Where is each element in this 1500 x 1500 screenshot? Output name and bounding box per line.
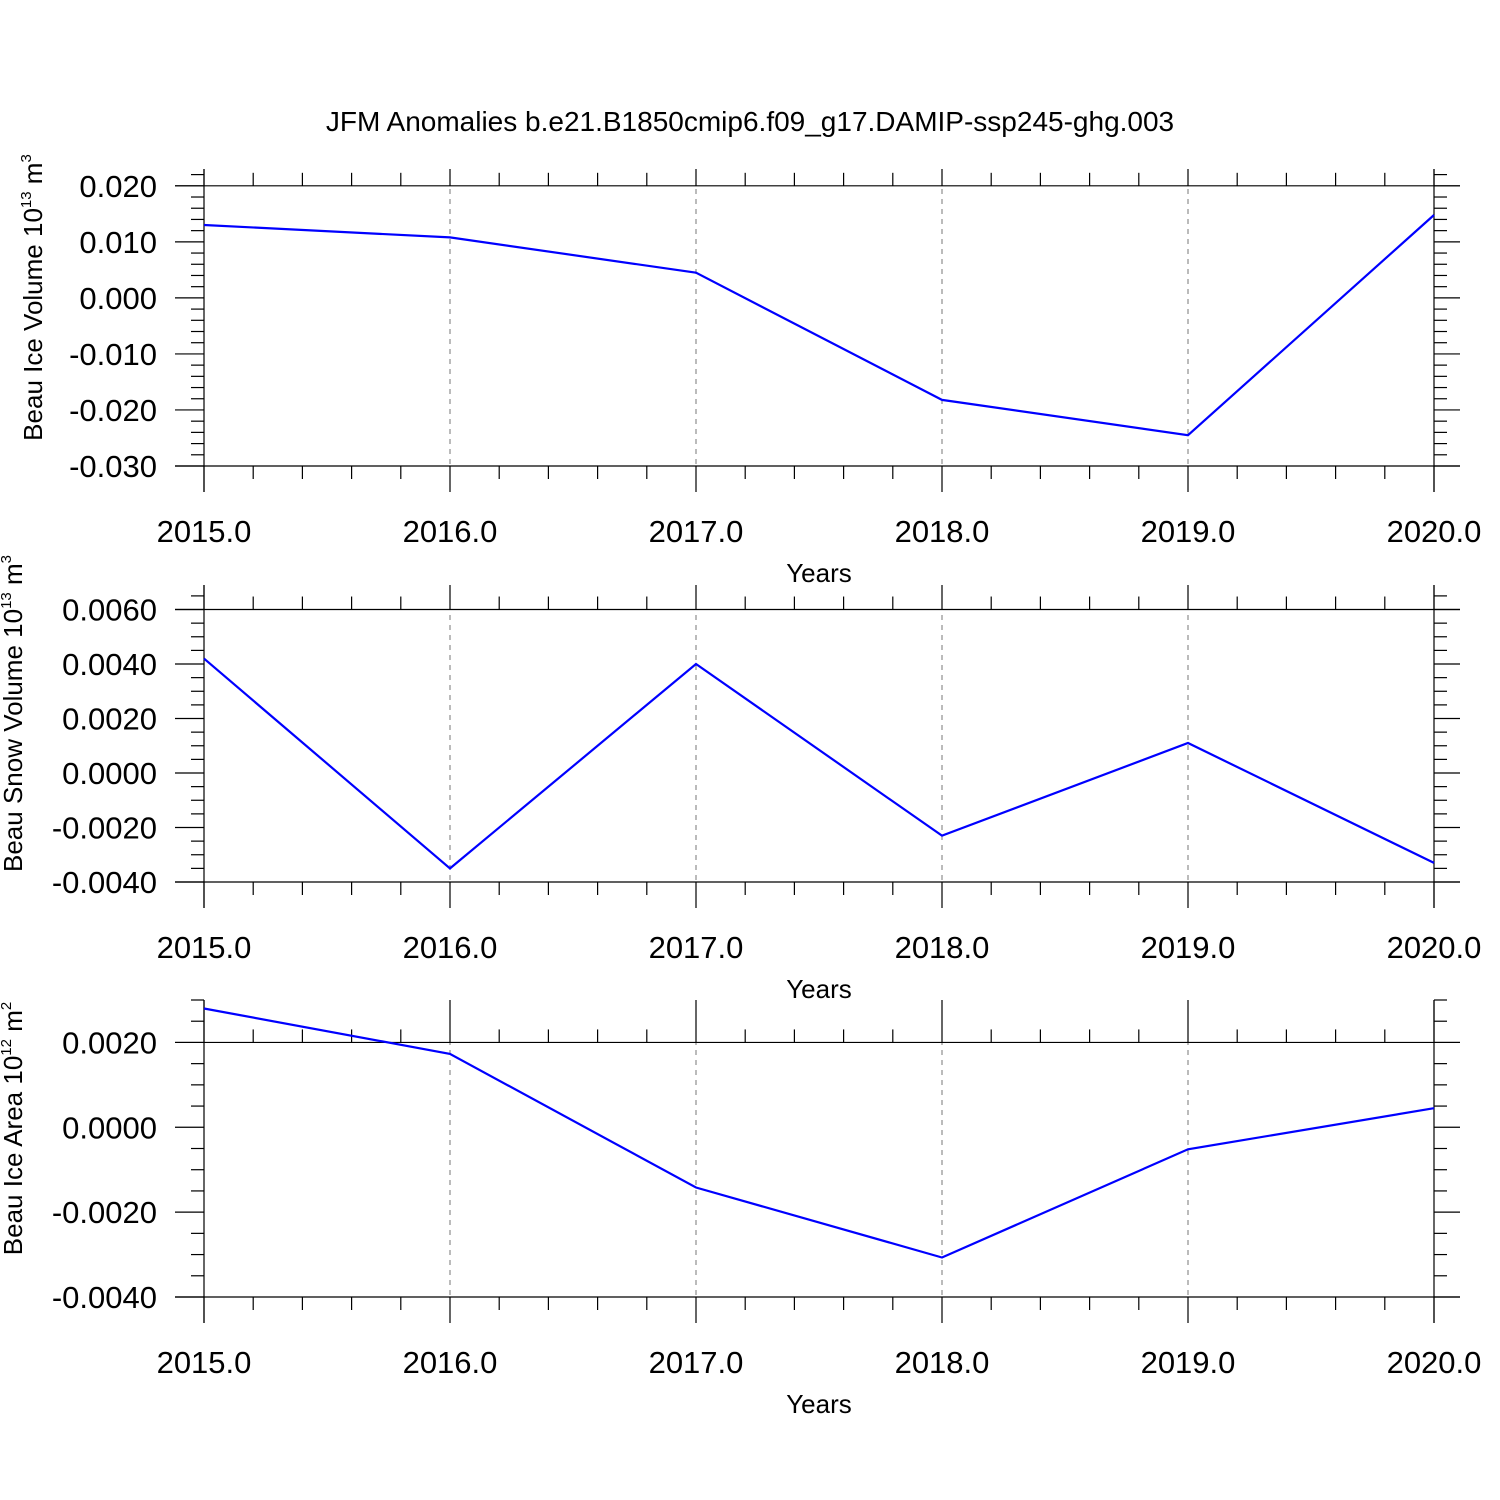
y-tick-label: -0.0040 <box>52 865 157 900</box>
y-tick-label: 0.0000 <box>62 756 157 791</box>
y-axis-label-part: m <box>0 1010 28 1039</box>
x-tick-label: 2020.0 <box>1387 514 1482 549</box>
x-tick-label: 2020.0 <box>1387 930 1482 965</box>
series-line <box>203 1007 1435 1259</box>
x-tick-label: 2015.0 <box>157 930 252 965</box>
x-tick-label: 2015.0 <box>157 1345 252 1380</box>
x-tick-label: 2020.0 <box>1387 1345 1482 1380</box>
y-axis-label-part: 13 <box>18 191 35 208</box>
y-tick-label: 0.0040 <box>62 647 157 682</box>
y-axis-label-part: m <box>0 563 28 592</box>
y-axis-label: Beau Ice Volume 1013 m3 <box>18 154 48 441</box>
x-tick-label: 2017.0 <box>649 514 744 549</box>
y-tick-label: -0.0020 <box>52 811 157 846</box>
x-tick-label: 2016.0 <box>403 514 498 549</box>
y-tick-label: 0.020 <box>79 169 157 204</box>
y-axis-label-part: 3 <box>18 154 35 162</box>
y-tick-label: 0.010 <box>79 225 157 260</box>
x-tick-label: 2017.0 <box>649 1345 744 1380</box>
y-axis-label: Beau Snow Volume 1013 m3 <box>0 555 28 872</box>
x-tick-label: 2018.0 <box>895 930 990 965</box>
y-axis-label-part: 12 <box>0 1039 15 1056</box>
y-axis-label-part: Beau Ice Volume 10 <box>18 208 48 441</box>
y-tick-label: 0.0020 <box>62 1025 157 1060</box>
y-axis-label-part: 13 <box>0 592 15 609</box>
y-axis-label-part: Beau Ice Area 10 <box>0 1056 28 1255</box>
x-axis-label: Years <box>786 1389 852 1419</box>
y-tick-label: -0.0020 <box>52 1195 157 1230</box>
y-tick-label: 0.0060 <box>62 593 157 628</box>
x-axis-label: Years <box>786 974 852 1004</box>
x-tick-label: 2018.0 <box>895 514 990 549</box>
y-axis-label-part: Beau Snow Volume 10 <box>0 609 28 872</box>
y-tick-label: 0.000 <box>79 281 157 316</box>
y-tick-label: -0.0040 <box>52 1280 157 1315</box>
series-line <box>203 657 1435 870</box>
x-tick-label: 2019.0 <box>1141 1345 1236 1380</box>
x-axis-label: Years <box>786 558 852 588</box>
x-tick-label: 2018.0 <box>895 1345 990 1380</box>
x-tick-label: 2017.0 <box>649 930 744 965</box>
x-tick-label: 2015.0 <box>157 514 252 549</box>
x-tick-label: 2016.0 <box>403 1345 498 1380</box>
x-tick-label: 2019.0 <box>1141 514 1236 549</box>
panel-2: 0.00600.00400.00200.0000-0.0020-0.004020… <box>0 555 1481 1004</box>
x-tick-label: 2019.0 <box>1141 930 1236 965</box>
y-tick-label: -0.020 <box>69 393 157 428</box>
y-tick-label: -0.010 <box>69 337 157 372</box>
y-axis-label-part: 3 <box>0 555 15 563</box>
y-axis-label-part: m <box>18 163 48 192</box>
y-tick-label: 0.0000 <box>62 1110 157 1145</box>
y-axis-label-part: 2 <box>0 1002 15 1010</box>
series-line <box>203 214 1435 437</box>
chart-title: JFM Anomalies b.e21.B1850cmip6.f09_g17.D… <box>326 106 1174 137</box>
x-tick-label: 2016.0 <box>403 930 498 965</box>
y-tick-label: -0.030 <box>69 449 157 484</box>
y-axis-label: Beau Ice Area 1012 m2 <box>0 1002 28 1255</box>
y-tick-label: 0.0020 <box>62 702 157 737</box>
